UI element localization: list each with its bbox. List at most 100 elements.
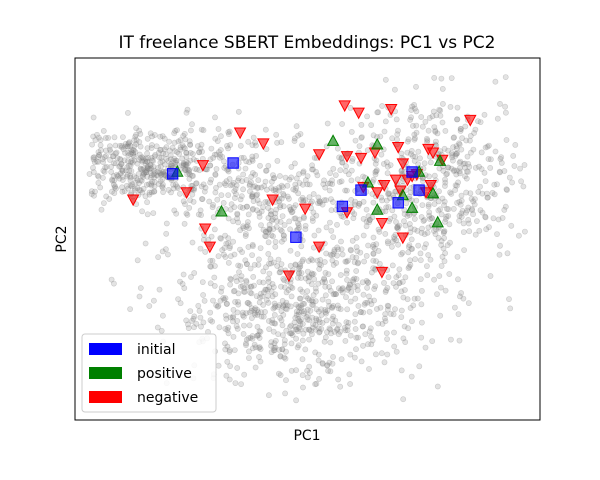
background-point [163, 230, 170, 237]
background-point [303, 293, 309, 300]
background-point [309, 218, 316, 224]
negative-point [180, 187, 193, 199]
background-point [255, 331, 262, 338]
background-point [240, 313, 247, 320]
background-point [410, 302, 417, 309]
background-point [148, 145, 155, 151]
background-point [210, 297, 216, 304]
background-point [439, 195, 446, 202]
background-point [482, 178, 489, 184]
background-point [298, 243, 305, 250]
background-point [336, 179, 343, 185]
background-point [413, 83, 419, 90]
background-point [401, 287, 408, 293]
background-point [222, 312, 229, 319]
background-point [222, 254, 229, 260]
negative-point [266, 194, 279, 207]
background-point [249, 142, 256, 148]
background-point [278, 228, 285, 234]
background-point [296, 171, 302, 178]
background-point [125, 140, 132, 146]
background-point [291, 160, 298, 167]
background-point [318, 262, 324, 269]
background-point [117, 155, 123, 162]
background-point [109, 176, 115, 183]
background-point [242, 257, 249, 264]
background-point [225, 129, 232, 136]
background-point [321, 197, 328, 203]
background-point [328, 196, 334, 202]
negative-point [375, 218, 389, 230]
background-point [330, 165, 337, 172]
background-point [465, 204, 472, 211]
background-point [125, 158, 131, 164]
background-point [180, 198, 187, 205]
background-point [439, 101, 446, 107]
background-point [380, 160, 387, 167]
negative-point [338, 100, 351, 113]
background-point [225, 192, 232, 198]
background-point [281, 354, 288, 361]
background-point [117, 163, 124, 170]
background-point [278, 283, 284, 290]
background-point [315, 325, 322, 332]
background-point [279, 346, 286, 353]
background-point [252, 344, 259, 351]
background-point [456, 293, 463, 300]
background-point [447, 239, 453, 246]
background-point [95, 153, 102, 160]
background-point [323, 310, 329, 317]
background-point [96, 152, 102, 158]
background-point [418, 334, 425, 341]
background-point [423, 135, 430, 142]
background-point [310, 271, 317, 277]
background-point [411, 216, 418, 222]
background-point [398, 150, 405, 157]
background-point [172, 181, 179, 188]
background-point [247, 283, 254, 290]
negative-point [233, 127, 247, 140]
background-point [419, 225, 425, 232]
background-point [375, 247, 382, 254]
background-point [277, 352, 284, 359]
background-point [293, 367, 299, 374]
background-point [384, 170, 391, 177]
background-point [174, 149, 180, 155]
background-point [177, 278, 183, 285]
background-point [159, 158, 166, 165]
background-point [398, 251, 404, 258]
background-point [223, 240, 230, 247]
background-point [458, 192, 465, 199]
background-point [511, 163, 518, 169]
background-point [217, 133, 224, 140]
background-point [296, 264, 303, 271]
background-point [467, 132, 474, 139]
background-point [196, 167, 203, 174]
background-point [97, 137, 104, 143]
background-point [453, 171, 460, 178]
background-point [338, 155, 345, 162]
background-point [159, 184, 166, 191]
background-point [385, 274, 392, 281]
background-point [245, 244, 252, 250]
background-point [378, 151, 385, 158]
background-point [288, 163, 295, 170]
background-point [257, 162, 263, 169]
background-point [252, 171, 258, 178]
background-point [456, 159, 463, 166]
background-point [288, 209, 295, 216]
background-point [431, 276, 437, 283]
background-point [208, 233, 215, 240]
background-point [273, 131, 280, 138]
background-point [260, 204, 266, 211]
background-point [193, 166, 200, 173]
background-point [466, 163, 473, 170]
background-point [221, 180, 228, 187]
background-point [358, 309, 364, 316]
background-point [351, 283, 358, 290]
background-point [173, 157, 179, 164]
background-point [181, 165, 188, 172]
background-point [304, 268, 311, 275]
background-point [142, 155, 149, 162]
background-point [334, 244, 341, 251]
